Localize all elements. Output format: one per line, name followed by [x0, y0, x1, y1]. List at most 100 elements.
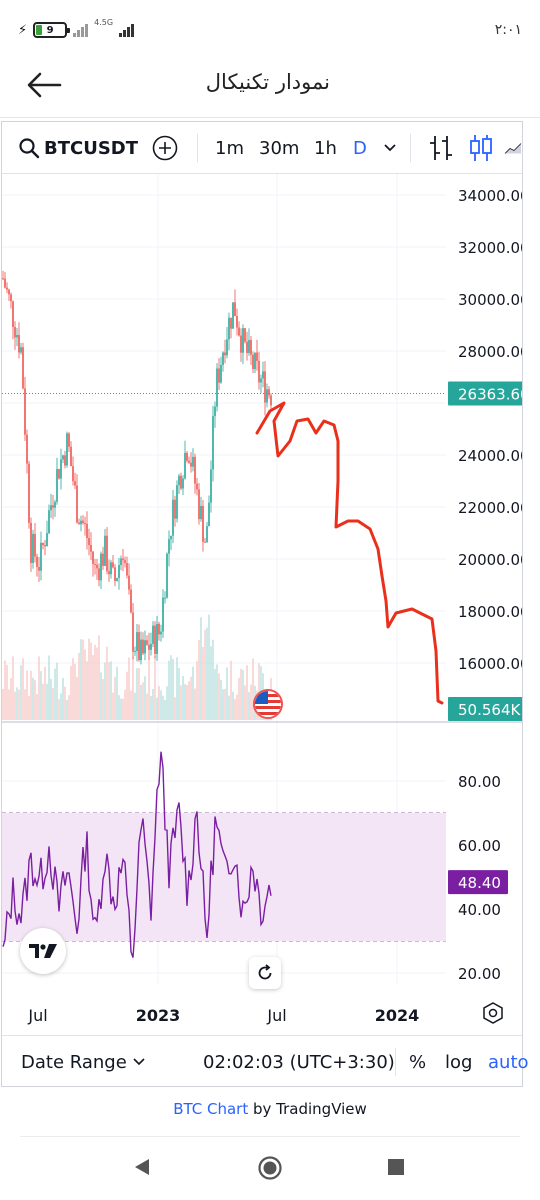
volume-bar: [206, 627, 208, 720]
page-title: نمودار تکنیکال: [205, 70, 330, 94]
price-tick-label: 28000.00: [458, 343, 522, 361]
volume-bar: [58, 699, 60, 720]
rsi-tick-label: 60.00: [458, 837, 501, 855]
volume-bar: [226, 667, 228, 720]
rsi-value-label: 48.40: [458, 874, 501, 892]
candle: [232, 302, 234, 329]
volume-bar: [218, 673, 220, 720]
volume-bar: [196, 661, 198, 720]
settings-icon[interactable]: [482, 1002, 504, 1024]
candle: [26, 434, 28, 464]
clock-label[interactable]: 02:02:03 (UTC+3:30): [203, 1051, 395, 1073]
candle: [254, 352, 256, 370]
home-icon[interactable]: [257, 1155, 283, 1181]
symbol-search[interactable]: BTCUSDT: [18, 122, 138, 174]
volume-bar: [60, 693, 62, 720]
volume-bar: [248, 692, 250, 720]
candle: [62, 455, 64, 460]
tradingview-logo[interactable]: [20, 928, 66, 974]
volume-bar: [66, 699, 68, 720]
candle: [22, 347, 24, 389]
volume-bar: [174, 697, 176, 720]
volume-bar: [124, 689, 126, 720]
auto-toggle[interactable]: auto: [488, 1051, 529, 1073]
candle: [226, 339, 228, 356]
candle: [204, 541, 206, 543]
volume-bar: [108, 662, 110, 720]
candle: [18, 335, 20, 353]
candle: [76, 485, 78, 523]
candle: [84, 523, 86, 525]
candle: [126, 562, 128, 576]
candle: [108, 571, 110, 575]
candle: [194, 456, 196, 484]
interval-d[interactable]: D: [353, 137, 367, 159]
rsi-tick-label: 40.00: [458, 901, 501, 919]
volume-bar: [28, 695, 30, 720]
back-triangle-icon[interactable]: [132, 1157, 152, 1177]
btc-chart-link[interactable]: BTC Chart: [173, 1100, 249, 1118]
log-toggle[interactable]: log: [445, 1051, 473, 1073]
volume-bar: [102, 679, 104, 720]
last-price-label: 26363.60: [458, 386, 522, 404]
candle: [198, 489, 200, 520]
bar-chart-type-button[interactable]: [428, 122, 454, 174]
volume-bar: [170, 655, 172, 720]
date-range-label: Date Range: [21, 1051, 127, 1073]
volume-bar: [242, 670, 244, 720]
volume-bar: [186, 685, 188, 720]
candle: [148, 644, 150, 650]
volume-bar: [32, 677, 34, 720]
price-tick-label: 24000.00: [458, 447, 522, 465]
interval-1h[interactable]: 1h: [314, 137, 337, 159]
recents-icon[interactable]: [387, 1158, 405, 1176]
volume-badge: [448, 697, 526, 721]
volume-bar: [30, 670, 32, 720]
volume-bar: [230, 660, 232, 720]
candle: [20, 347, 22, 353]
volume-bar: [40, 671, 42, 720]
interval-dropdown[interactable]: [383, 122, 397, 174]
interval-1m[interactable]: 1m: [215, 137, 244, 159]
volume-bar: [232, 691, 234, 720]
volume-bar: [64, 686, 66, 720]
volume-bar: [212, 639, 214, 720]
candle: [266, 389, 268, 403]
candle: [186, 452, 188, 461]
candle: [160, 631, 162, 635]
volume-bar: [10, 678, 12, 720]
candle: [58, 469, 60, 479]
events-flag-icon[interactable]: [253, 689, 283, 719]
volume-bar: [130, 690, 132, 720]
candle: [230, 317, 232, 329]
date-range-button[interactable]: Date Range: [21, 1036, 145, 1088]
volume-bar: [250, 684, 252, 720]
candle: [122, 558, 124, 561]
volume-bar: [72, 658, 74, 720]
compare-button[interactable]: [152, 122, 178, 174]
volume-bar: [244, 685, 246, 720]
volume-bar: [18, 689, 20, 720]
price-chart[interactable]: 34000.00 32000.00 30000.00 28000.00 24000.00…: [2, 174, 532, 1034]
price-tick-label: 34000.00: [458, 187, 522, 205]
percent-toggle[interactable]: %: [409, 1051, 427, 1073]
signal-icon-2: [119, 23, 135, 37]
back-arrow-icon[interactable]: [26, 70, 62, 100]
candle: [256, 352, 258, 361]
candle: [166, 553, 168, 598]
system-nav-bar: [0, 1140, 540, 1200]
volume-bar: [180, 685, 182, 720]
reset-chart-button[interactable]: [249, 957, 281, 989]
candles-chart-type-button[interactable]: [468, 122, 494, 174]
area-chart-type-button[interactable]: [504, 122, 522, 174]
candle: [250, 340, 252, 355]
volume-bar: [68, 695, 70, 720]
rsi-value-badge: [448, 870, 508, 895]
attribution-text: by TradingView: [248, 1100, 367, 1118]
volume-bar: [26, 670, 28, 720]
interval-30m[interactable]: 30m: [259, 137, 300, 159]
candle: [268, 389, 270, 396]
candle: [12, 301, 14, 327]
candle: [118, 565, 120, 579]
chart-area[interactable]: 34000.00 32000.00 30000.00 28000.00 24000.00…: [2, 174, 532, 1034]
